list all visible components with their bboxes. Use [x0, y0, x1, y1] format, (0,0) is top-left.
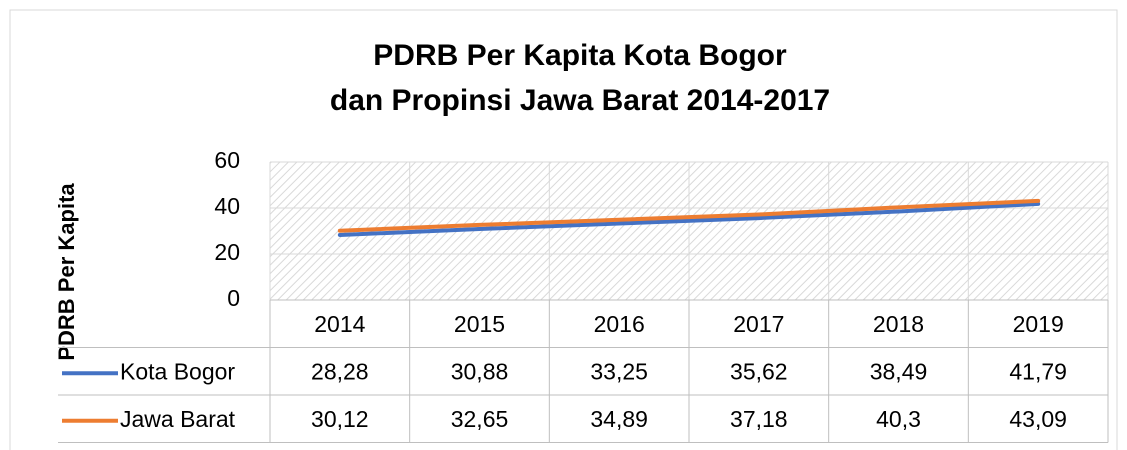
- data-table-value: 41,79: [1009, 358, 1067, 384]
- data-table-value: 38,49: [870, 358, 928, 384]
- data-table-value: 43,09: [1009, 406, 1067, 432]
- x-tick-label: 2017: [733, 311, 784, 337]
- series-line: [337, 198, 1041, 233]
- chart-title: dan Propinsi Jawa Barat 2014-2017: [330, 84, 830, 117]
- data-table-value: 40,3: [876, 406, 921, 432]
- y-tick-label: 40: [214, 193, 240, 219]
- data-table-value: 30,12: [311, 406, 369, 432]
- data-table-value: 34,89: [590, 406, 648, 432]
- legend-label: Jawa Barat: [120, 406, 236, 432]
- data-table-value: 37,18: [730, 406, 788, 432]
- chart-title: PDRB Per Kapita Kota Bogor: [373, 39, 787, 72]
- y-tick-label: 60: [214, 147, 240, 173]
- data-table-value: 30,88: [451, 358, 509, 384]
- legend-label: Kota Bogor: [120, 358, 235, 384]
- series-line: [337, 201, 1041, 237]
- y-tick-label: 0: [227, 285, 240, 311]
- x-tick-label: 2016: [594, 311, 645, 337]
- data-table-value: 28,28: [311, 358, 369, 384]
- data-table-value: 35,62: [730, 358, 788, 384]
- x-tick-label: 2015: [454, 311, 505, 337]
- x-tick-label: 2014: [314, 311, 365, 337]
- x-tick-label: 2018: [873, 311, 924, 337]
- y-axis-label: PDRB Per Kapita: [54, 183, 79, 361]
- x-tick-label: 2019: [1013, 311, 1064, 337]
- data-table-value: 33,25: [590, 358, 648, 384]
- data-table-value: 32,65: [451, 406, 509, 432]
- y-tick-label: 20: [214, 239, 240, 265]
